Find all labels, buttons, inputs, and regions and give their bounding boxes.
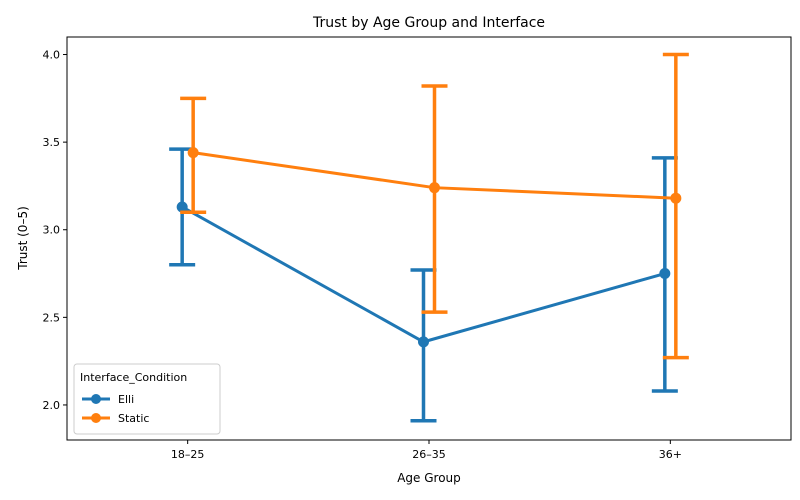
y-tick-label: 2.0 — [43, 399, 61, 412]
data-point — [429, 182, 440, 194]
y-tick-label: 2.5 — [43, 311, 61, 324]
plot-area — [169, 52, 689, 423]
data-point — [659, 268, 671, 280]
x-tick-label: 18–25 — [171, 448, 205, 461]
series-static — [180, 52, 689, 360]
legend-label: Static — [118, 412, 149, 425]
data-point — [187, 147, 199, 159]
legend-title: Interface_Condition — [80, 371, 187, 384]
x-tick-label: 36+ — [659, 448, 682, 461]
series-elli — [169, 147, 678, 423]
x-tick-label: 26–35 — [412, 448, 446, 461]
legend: Interface_Condition Elli Static — [73, 363, 221, 435]
chart-title: Trust by Age Group and Interface — [312, 15, 545, 31]
axes: 2.0 2.5 3.0 3.5 4.0 18–25 26–35 36+ — [43, 49, 682, 461]
x-axis-label: Age Group — [397, 471, 461, 485]
data-point — [670, 192, 682, 204]
y-tick-label: 3.5 — [43, 136, 61, 149]
legend-box — [73, 363, 221, 435]
legend-label: Elli — [118, 393, 134, 406]
data-point — [176, 201, 188, 213]
y-axis-label: Trust (0–5) — [16, 206, 30, 271]
legend-swatch-marker — [91, 413, 101, 423]
legend-swatch-marker — [91, 394, 101, 404]
y-tick-label: 3.0 — [43, 224, 61, 237]
data-point — [418, 336, 429, 348]
y-tick-label: 4.0 — [43, 49, 61, 62]
